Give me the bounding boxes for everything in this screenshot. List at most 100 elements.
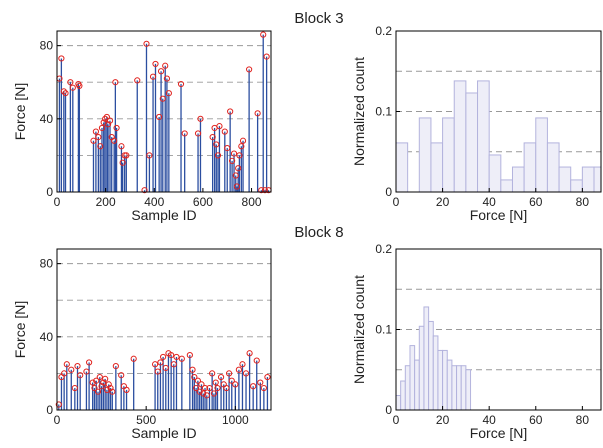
block3-histogram-xtick-label-1: 20 [436, 195, 450, 209]
block8-histogram-bar-4 [414, 359, 420, 411]
block3-samples-peak-marker-42 [209, 134, 216, 141]
block8-samples-block-title: Block 8 [294, 224, 343, 241]
block3-samples-peak-marker-61 [260, 31, 267, 38]
block8-samples-peak-marker-0 [55, 401, 62, 408]
block3-samples-peak-marker-55 [236, 152, 243, 159]
block8-samples-xtick-label-0: 0 [54, 413, 61, 427]
block8-samples-peak-marker-49 [210, 390, 218, 397]
block8-samples-peak-marker-31 [162, 364, 169, 372]
block3-samples-peak-marker-53 [233, 183, 241, 190]
block8-samples-peak-marker-3 [63, 361, 70, 368]
block3-samples-peak-marker-2 [60, 88, 67, 95]
block8-samples-peak-marker-2 [61, 370, 68, 377]
block3-histogram-bar-8 [488, 154, 502, 193]
block3-samples-peak-marker-45 [214, 152, 222, 159]
block8-samples-peak-marker-12 [93, 377, 100, 384]
block3-samples-peak-marker-21 [113, 124, 120, 132]
block3-histogram-bar-5 [453, 80, 467, 193]
block3-histogram-bar-12 [535, 117, 548, 193]
block3-samples-xtick-label-3: 600 [193, 195, 213, 209]
block3-samples-ytick-label-0: 0 [46, 185, 53, 199]
block3-samples-ytick-label-1: 40 [40, 112, 54, 126]
block3-samples-peak-marker-58 [246, 66, 253, 73]
block3-samples-xtick-label-2: 400 [144, 195, 164, 209]
block8-samples-peak-marker-10 [89, 379, 96, 386]
block3-histogram-bar-14 [558, 166, 572, 193]
block8-histogram-bar-2 [404, 365, 411, 411]
block3-samples-peak-marker-50 [228, 157, 236, 164]
block3-samples-peak-marker-11 [97, 143, 104, 150]
block3-samples-peak-marker-38 [177, 80, 185, 88]
block3-samples-peak-marker-47 [221, 128, 228, 135]
block8-samples-peak-marker-9 [86, 359, 93, 366]
block3-samples-peak-marker-1 [58, 55, 65, 62]
block8-histogram-bar-8 [432, 335, 439, 411]
block8-samples-ytick-label-1: 40 [40, 330, 54, 344]
block8-samples-ylabel: Force [N] [12, 301, 28, 359]
block3-histogram-bar-6 [465, 92, 479, 193]
block3-samples-peak-marker-5 [69, 84, 76, 91]
block8-samples-peak-marker-55 [225, 370, 233, 377]
block3-samples-xtick-label-4: 800 [242, 195, 262, 209]
block8-samples-peak-marker-29 [157, 359, 164, 366]
block8-samples-peak-marker-16 [100, 379, 107, 386]
block3-samples-peak-marker-28 [143, 40, 150, 47]
block3-samples-peak-marker-34 [159, 95, 166, 102]
block3-samples-peak-marker-9 [92, 128, 100, 135]
block8-samples-peak-marker-7 [77, 372, 84, 379]
block8-samples-peak-marker-8 [83, 368, 90, 375]
block8-histogram-bar-5 [418, 325, 425, 411]
block8-histogram-bar-12 [451, 365, 458, 411]
block3-samples-peak-marker-48 [224, 144, 231, 152]
block8-samples-peak-marker-51 [214, 384, 221, 392]
block3-samples-peak-marker-30 [149, 73, 157, 80]
block3-samples-peak-marker-15 [103, 113, 110, 121]
block8-samples-peak-marker-45 [201, 384, 209, 392]
block8-samples-axes-frame [56, 248, 272, 411]
block3-histogram-xtick-label-0: 0 [393, 195, 400, 209]
block8-samples-peak-marker-47 [206, 384, 213, 392]
block3-histogram-bar-15 [570, 179, 583, 193]
block3-samples-peak-marker-63 [263, 53, 270, 60]
block3-samples-peak-marker-56 [238, 143, 245, 150]
block8-samples-xtick-label-1: 500 [136, 413, 156, 427]
block8-samples-peak-marker-63 [253, 357, 260, 364]
block8-histogram-bar-11 [446, 359, 453, 411]
block8-histogram-xlabel: Force [N] [470, 425, 528, 441]
block8-samples-peak-marker-41 [194, 377, 201, 384]
block3-samples-peak-marker-7 [76, 82, 83, 89]
block8-samples-xtick-label-2: 1000 [222, 413, 249, 427]
block3-histogram-bar-7 [477, 80, 490, 193]
block3-histogram-bar-2 [418, 117, 432, 193]
block3-samples-peak-marker-17 [106, 117, 114, 124]
block3-histogram-bar-17 [593, 166, 602, 193]
block8-samples-peak-marker-33 [168, 352, 175, 359]
block8-samples-peak-marker-4 [68, 366, 75, 373]
block3-histogram-xtick-label-2: 40 [483, 195, 497, 209]
block3-samples-peak-marker-59 [254, 110, 261, 117]
block3-histogram-ytick-label-2: 0.2 [375, 24, 392, 38]
block8-samples-peak-marker-50 [212, 379, 219, 386]
block8-samples-ytick-label-0: 0 [46, 403, 53, 417]
block3-histogram-bar-3 [430, 142, 444, 193]
block8-samples-peak-marker-62 [250, 383, 257, 390]
block3-samples-xtick-label-0: 0 [54, 195, 61, 209]
block8-samples-peak-marker-21 [109, 388, 116, 395]
block8-samples-peak-marker-20 [107, 384, 114, 392]
block3-samples-peak-marker-27 [141, 187, 148, 194]
block3-samples-peak-marker-8 [90, 137, 97, 144]
block3-samples-peak-marker-24 [121, 152, 128, 159]
block8-samples-peak-marker-52 [217, 373, 225, 381]
block8-samples-peak-marker-19 [105, 381, 112, 388]
block8-histogram-bar-14 [460, 365, 467, 411]
block8-samples-peak-marker-58 [235, 366, 242, 373]
block8-samples-peak-marker-48 [209, 370, 216, 377]
block8-samples-ytick-label-2: 80 [40, 257, 54, 271]
block8-samples-peak-marker-25 [123, 386, 130, 393]
block8-samples-peak-marker-30 [160, 353, 167, 361]
block8-samples-xlabel: Sample ID [131, 425, 196, 441]
block3-samples-axes-frame [56, 30, 272, 193]
block8-samples-peak-marker-5 [71, 384, 78, 392]
block8-samples-peak-marker-43 [198, 381, 205, 388]
block8-histogram-ylabel: Normalized count [351, 275, 367, 384]
